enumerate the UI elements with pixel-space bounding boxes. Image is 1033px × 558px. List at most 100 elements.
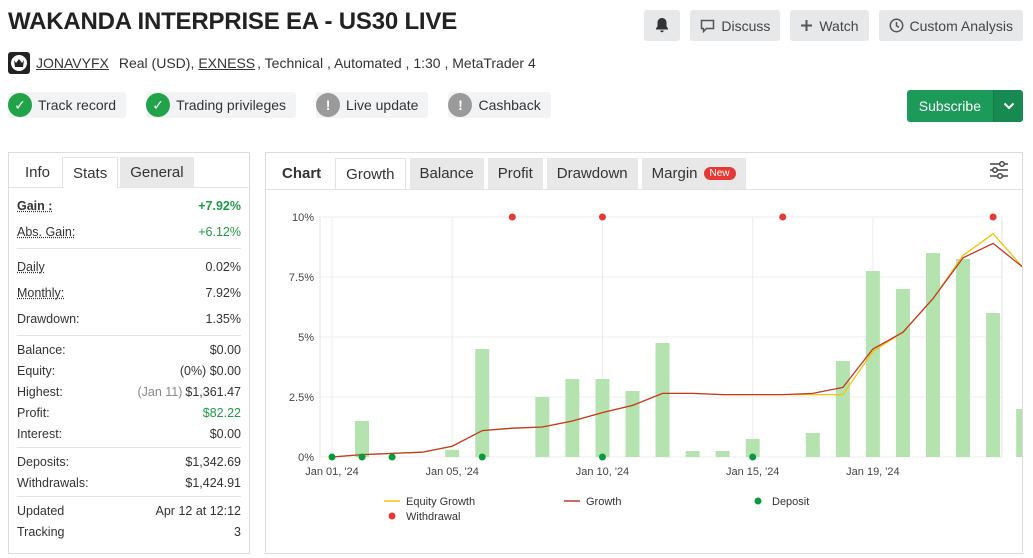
equity-percent: (0%) xyxy=(180,364,206,378)
bell-icon xyxy=(654,17,670,34)
legend-label: Withdrawal xyxy=(406,511,460,523)
tracking-value: 3 xyxy=(234,525,241,539)
deposit-marker xyxy=(329,454,336,461)
user-link[interactable]: JONAVYFX xyxy=(36,55,109,71)
gain-value: +7.92% xyxy=(198,199,241,213)
panther-logo-icon xyxy=(10,54,28,72)
balance-value: $0.00 xyxy=(210,343,241,357)
exclamation-icon: ! xyxy=(316,93,340,117)
deposit-marker xyxy=(389,454,396,461)
growth-bar xyxy=(355,421,369,457)
equity-label: Equity: xyxy=(17,364,55,378)
watch-button[interactable]: Watch xyxy=(790,10,868,41)
growth-bar xyxy=(565,379,579,457)
stats-group-gain: Gain : +7.92% Abs. Gain: +6.12% xyxy=(17,188,241,249)
growth-chart: 0% 2.5% 5% 7.5% 10% Jan 01, '24 Jan 05, '24 Jan… xyxy=(266,189,1022,553)
legend-label: Equity Growth xyxy=(406,496,475,508)
daily-value: 0.02% xyxy=(206,260,241,274)
x-tick-label: Jan 10, '24 xyxy=(576,466,629,478)
withdrawal-marker xyxy=(599,214,606,221)
stats-group-meta: Updated Apr 12 at 12:12 Tracking 3 xyxy=(17,497,241,545)
y-tick-label: 10% xyxy=(292,212,314,224)
drawdown-label: Drawdown: xyxy=(17,312,80,326)
tab-chart[interactable]: Chart xyxy=(272,158,331,189)
plus-icon xyxy=(800,19,813,32)
legend-label: Growth xyxy=(586,496,621,508)
stats-group-balance: Balance: $0.00 Equity: (0%) $0.00 Highest:… xyxy=(17,336,241,448)
highest-date: (Jan 11) xyxy=(137,385,182,399)
avatar[interactable] xyxy=(8,52,30,74)
x-tick-label: Jan 19, '24 xyxy=(846,466,899,478)
badge-label: Live update xyxy=(346,97,418,113)
tab-profit[interactable]: Profit xyxy=(488,158,543,189)
subscribe-button[interactable]: Subscribe xyxy=(907,90,993,122)
badge-track-record[interactable]: ✓ Track record xyxy=(8,92,126,118)
tab-growth[interactable]: Growth xyxy=(335,158,405,189)
badge-live-update[interactable]: ! Live update xyxy=(316,92,428,118)
growth-bar xyxy=(926,253,940,457)
highest-value: (Jan 11) $1,361.47 xyxy=(137,385,241,399)
growth-bar xyxy=(806,433,820,457)
subscribe-control: Subscribe xyxy=(907,90,1023,122)
growth-bar xyxy=(1016,409,1022,457)
tab-info[interactable]: Info xyxy=(15,157,60,188)
chevron-down-icon xyxy=(1003,102,1015,110)
margin-label: Margin xyxy=(652,165,698,182)
withdrawals-label: Withdrawals: xyxy=(17,476,89,490)
tab-drawdown[interactable]: Drawdown xyxy=(547,158,638,189)
growth-bar xyxy=(986,313,1000,457)
growth-bar xyxy=(896,289,910,457)
top-actions: Discuss Watch Custom Analysis xyxy=(644,10,1023,41)
account-type: Real (USD), xyxy=(119,55,194,71)
growth-bar xyxy=(445,450,459,457)
badge-cashback[interactable]: ! Cashback xyxy=(448,92,550,118)
growth-chart-svg: 0% 2.5% 5% 7.5% 10% Jan 01, '24 Jan 05, '24 Jan… xyxy=(266,190,1022,554)
notifications-button[interactable] xyxy=(644,10,680,41)
monthly-label[interactable]: Monthly: xyxy=(17,286,64,300)
interest-value: $0.00 xyxy=(210,427,241,441)
tab-general[interactable]: General xyxy=(120,157,193,188)
tab-balance[interactable]: Balance xyxy=(410,158,484,189)
daily-label[interactable]: Daily xyxy=(17,260,45,274)
broker-link[interactable]: EXNESS xyxy=(198,55,255,71)
withdrawal-marker xyxy=(509,214,516,221)
gain-label[interactable]: Gain : xyxy=(17,199,52,213)
legend-swatch xyxy=(755,498,762,505)
y-tick-label: 5% xyxy=(298,332,314,344)
legend-swatch xyxy=(389,513,396,520)
tab-stats[interactable]: Stats xyxy=(62,157,118,188)
stats-group-rates: Daily 0.02% Monthly: 7.92% Drawdown: 1.35% xyxy=(17,249,241,336)
growth-bar xyxy=(475,349,489,457)
custom-analysis-button[interactable]: Custom Analysis xyxy=(879,10,1023,41)
account-details: , Technical , Automated , 1:30 , MetaTra… xyxy=(257,55,536,71)
badge-label: Cashback xyxy=(478,97,540,113)
growth-bar xyxy=(716,451,730,457)
updated-label: Updated xyxy=(17,504,64,518)
y-tick-label: 7.5% xyxy=(289,272,314,284)
subscribe-dropdown[interactable] xyxy=(993,90,1023,122)
stats-panel: Info Stats General Gain : +7.92% Abs. Gai… xyxy=(8,152,250,554)
tab-margin[interactable]: Margin New xyxy=(642,158,746,189)
sliders-icon xyxy=(988,159,1010,181)
abs-gain-label[interactable]: Abs. Gain: xyxy=(17,225,75,239)
monthly-value: 7.92% xyxy=(206,286,241,300)
badge-trading-privileges[interactable]: ✓ Trading privileges xyxy=(146,92,296,118)
drawdown-value: 1.35% xyxy=(206,312,241,326)
equity-amount: $0.00 xyxy=(210,364,241,378)
growth-bar xyxy=(656,343,670,457)
withdrawal-marker xyxy=(779,214,786,221)
new-badge: New xyxy=(704,167,736,180)
badge-label: Track record xyxy=(38,97,116,113)
chart-settings-button[interactable] xyxy=(988,159,1010,186)
check-icon: ✓ xyxy=(146,93,170,117)
abs-gain-value: +6.12% xyxy=(198,225,241,239)
check-icon: ✓ xyxy=(8,93,32,117)
profit-label: Profit: xyxy=(17,406,50,420)
deposit-marker xyxy=(359,454,366,461)
chart-tabs: Chart Growth Balance Profit Drawdown Mar… xyxy=(266,153,1022,189)
discuss-button[interactable]: Discuss xyxy=(690,10,780,41)
deposit-marker xyxy=(479,454,486,461)
custom-analysis-label: Custom Analysis xyxy=(910,18,1013,34)
watch-label: Watch xyxy=(819,18,858,34)
deposits-label: Deposits: xyxy=(17,455,69,469)
